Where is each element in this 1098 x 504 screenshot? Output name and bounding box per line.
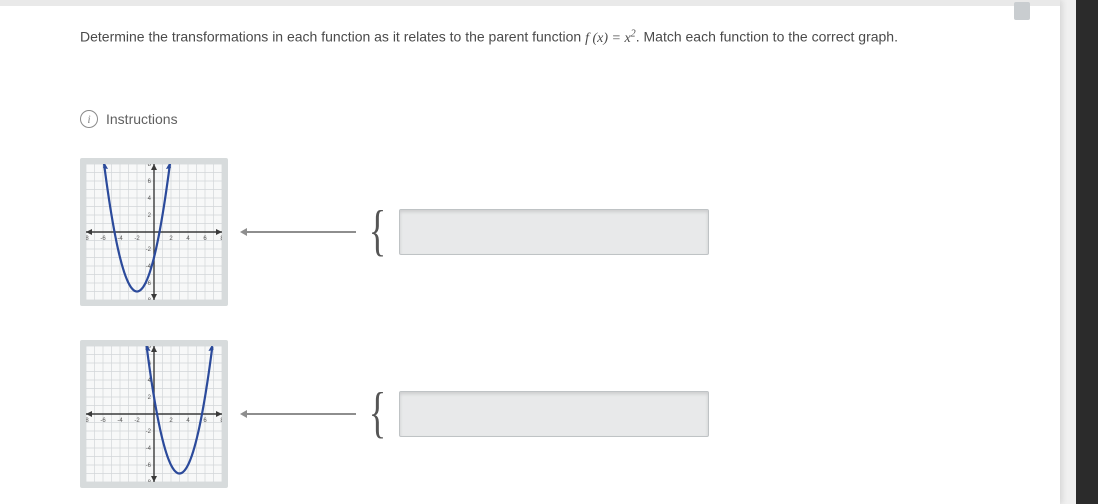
prompt-suffix: . Match each function to the correct gra… bbox=[636, 29, 898, 45]
parent-function: f (x) = x2 bbox=[585, 31, 636, 46]
svg-text:-6: -6 bbox=[146, 463, 152, 469]
graph-svg-1: -8-6-4-22468-8-6-4-22468 bbox=[86, 164, 222, 300]
right-dark-strip bbox=[1076, 0, 1098, 504]
svg-text:-8: -8 bbox=[146, 480, 152, 482]
top-divider bbox=[0, 0, 1060, 6]
match-row-1: -8-6-4-22468-8-6-4-22468 { bbox=[80, 158, 709, 306]
page-container: Determine the transformations in each fu… bbox=[0, 0, 1060, 504]
graph-tile-1[interactable]: -8-6-4-22468-8-6-4-22468 bbox=[80, 158, 228, 306]
match-row-2: -8-6-4-22468-8-6-4-22468 { bbox=[80, 340, 709, 488]
svg-text:-6: -6 bbox=[100, 236, 106, 242]
question-prompt: Determine the transformations in each fu… bbox=[80, 26, 1000, 49]
svg-text:-2: -2 bbox=[134, 236, 140, 242]
instructions-label: Instructions bbox=[106, 111, 178, 127]
svg-text:8: 8 bbox=[220, 418, 222, 424]
sidebar-widget-icon[interactable] bbox=[1014, 2, 1030, 20]
instructions-link[interactable]: i Instructions bbox=[80, 110, 178, 128]
svg-text:-6: -6 bbox=[100, 418, 106, 424]
svg-text:8: 8 bbox=[220, 236, 222, 242]
drop-target-2[interactable] bbox=[399, 391, 709, 437]
connector-arrow bbox=[246, 413, 356, 415]
svg-text:-8: -8 bbox=[146, 298, 152, 300]
svg-text:-4: -4 bbox=[117, 236, 123, 242]
svg-text:-4: -4 bbox=[146, 446, 152, 452]
svg-text:-2: -2 bbox=[134, 418, 140, 424]
svg-text:-2: -2 bbox=[146, 429, 152, 435]
svg-text:-4: -4 bbox=[117, 418, 123, 424]
prompt-prefix: Determine the transformations in each fu… bbox=[80, 29, 585, 45]
connector-arrow bbox=[246, 231, 356, 233]
drop-target-1[interactable] bbox=[399, 209, 709, 255]
graph-tile-2[interactable]: -8-6-4-22468-8-6-4-22468 bbox=[80, 340, 228, 488]
graph-svg-2: -8-6-4-22468-8-6-4-22468 bbox=[86, 346, 222, 482]
brace-icon: { bbox=[369, 215, 386, 249]
brace-icon: { bbox=[369, 397, 386, 431]
svg-text:-2: -2 bbox=[146, 247, 152, 253]
info-icon: i bbox=[80, 110, 98, 128]
